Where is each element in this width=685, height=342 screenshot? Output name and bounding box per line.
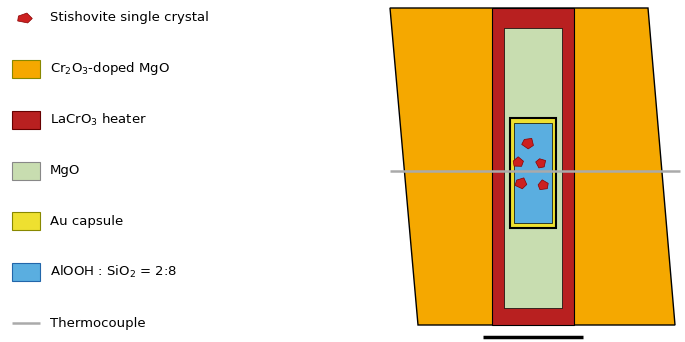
Text: MgO: MgO (50, 164, 80, 177)
Polygon shape (515, 178, 527, 189)
Text: Stishovite single crystal: Stishovite single crystal (50, 12, 209, 25)
Bar (510, 118, 556, 228)
Polygon shape (513, 157, 523, 166)
Bar (492, 8, 574, 325)
Bar (12, 263, 40, 281)
Polygon shape (390, 8, 675, 325)
Text: Thermocouple: Thermocouple (50, 316, 146, 329)
Text: Cr$_2$O$_3$-doped MgO: Cr$_2$O$_3$-doped MgO (50, 60, 170, 77)
Text: Au capsule: Au capsule (50, 215, 123, 228)
Bar (12, 60, 40, 78)
Bar (504, 28, 562, 308)
Polygon shape (522, 139, 534, 149)
Polygon shape (536, 159, 545, 168)
Polygon shape (538, 180, 548, 189)
Bar (514, 123, 552, 223)
Bar (12, 161, 40, 180)
Polygon shape (18, 13, 32, 23)
Text: AlOOH : SiO$_2$ = 2:8: AlOOH : SiO$_2$ = 2:8 (50, 264, 177, 280)
Bar (12, 212, 40, 230)
Text: LaCrO$_3$ heater: LaCrO$_3$ heater (50, 111, 147, 128)
Bar (12, 111, 40, 129)
